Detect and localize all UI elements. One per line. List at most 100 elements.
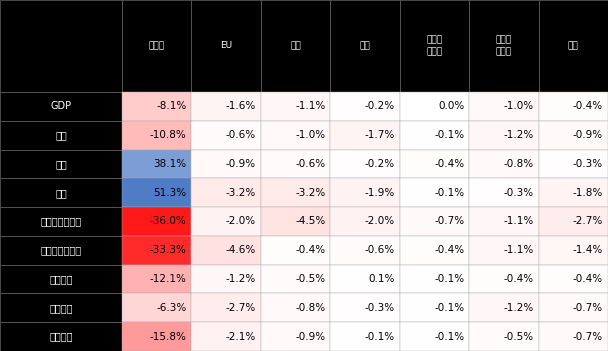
- Text: -2.7%: -2.7%: [226, 303, 256, 313]
- Text: 世界: 世界: [568, 41, 579, 51]
- Bar: [192, 92, 261, 121]
- Bar: [0, 150, 122, 178]
- Text: -3.2%: -3.2%: [295, 188, 325, 198]
- Text: ロシア: ロシア: [148, 41, 165, 51]
- Bar: [192, 322, 261, 351]
- Bar: [122, 92, 192, 121]
- Text: 物価水準: 物価水準: [49, 303, 73, 313]
- Bar: [0, 0, 122, 92]
- Text: 0.0%: 0.0%: [438, 101, 464, 111]
- Bar: [0, 207, 122, 236]
- Text: -4.6%: -4.6%: [226, 245, 256, 255]
- Text: 38.1%: 38.1%: [153, 159, 187, 169]
- Bar: [0, 92, 122, 121]
- Text: -3.2%: -3.2%: [226, 188, 256, 198]
- Text: -6.3%: -6.3%: [156, 303, 187, 313]
- Bar: [539, 293, 608, 322]
- Text: エネルギー輸出: エネルギー輸出: [41, 245, 81, 255]
- Text: 中国: 中国: [290, 41, 301, 51]
- Bar: [399, 121, 469, 150]
- Bar: [192, 0, 261, 92]
- Bar: [330, 0, 399, 92]
- Bar: [539, 322, 608, 351]
- Text: -0.7%: -0.7%: [434, 217, 464, 226]
- Text: -0.4%: -0.4%: [573, 274, 603, 284]
- Bar: [192, 150, 261, 178]
- Bar: [330, 265, 399, 293]
- Text: 貸易収支: 貸易収支: [49, 332, 73, 342]
- Bar: [330, 322, 399, 351]
- Text: -1.1%: -1.1%: [503, 217, 534, 226]
- Bar: [399, 265, 469, 293]
- Bar: [261, 92, 330, 121]
- Text: -1.9%: -1.9%: [364, 188, 395, 198]
- Bar: [399, 207, 469, 236]
- Bar: [330, 150, 399, 178]
- Text: その他
途上国: その他 途上国: [496, 35, 512, 57]
- Bar: [399, 92, 469, 121]
- Text: 投資: 投資: [55, 159, 67, 169]
- Text: -2.1%: -2.1%: [226, 332, 256, 342]
- Bar: [399, 150, 469, 178]
- Text: -0.7%: -0.7%: [573, 332, 603, 342]
- Text: -0.3%: -0.3%: [503, 188, 534, 198]
- Text: -0.1%: -0.1%: [434, 130, 464, 140]
- Text: -0.7%: -0.7%: [573, 303, 603, 313]
- Text: -0.9%: -0.9%: [295, 332, 325, 342]
- Text: -0.5%: -0.5%: [295, 274, 325, 284]
- Text: -1.2%: -1.2%: [503, 303, 534, 313]
- Bar: [330, 92, 399, 121]
- Bar: [261, 150, 330, 178]
- Text: -0.8%: -0.8%: [503, 159, 534, 169]
- Bar: [261, 322, 330, 351]
- Text: 消費: 消費: [55, 130, 67, 140]
- Text: -36.0%: -36.0%: [150, 217, 187, 226]
- Bar: [192, 236, 261, 265]
- Text: 51.3%: 51.3%: [153, 188, 187, 198]
- Bar: [539, 178, 608, 207]
- Text: -0.6%: -0.6%: [365, 245, 395, 255]
- Text: -0.4%: -0.4%: [295, 245, 325, 255]
- Bar: [469, 150, 539, 178]
- Text: -0.5%: -0.5%: [503, 332, 534, 342]
- Text: -0.2%: -0.2%: [365, 101, 395, 111]
- Bar: [539, 0, 608, 92]
- Bar: [399, 0, 469, 92]
- Text: -0.9%: -0.9%: [573, 130, 603, 140]
- Bar: [469, 178, 539, 207]
- Text: -0.4%: -0.4%: [434, 245, 464, 255]
- Text: -1.1%: -1.1%: [503, 245, 534, 255]
- Text: -1.4%: -1.4%: [573, 245, 603, 255]
- Bar: [469, 236, 539, 265]
- Text: -0.4%: -0.4%: [573, 101, 603, 111]
- Bar: [192, 265, 261, 293]
- Bar: [261, 236, 330, 265]
- Text: -0.2%: -0.2%: [365, 159, 395, 169]
- Text: -10.8%: -10.8%: [150, 130, 187, 140]
- Text: -33.3%: -33.3%: [150, 245, 187, 255]
- Bar: [399, 322, 469, 351]
- Bar: [122, 178, 192, 207]
- Text: -1.6%: -1.6%: [226, 101, 256, 111]
- Bar: [539, 121, 608, 150]
- Text: -0.8%: -0.8%: [295, 303, 325, 313]
- Bar: [399, 236, 469, 265]
- Text: -0.1%: -0.1%: [434, 274, 464, 284]
- Text: GDP: GDP: [50, 101, 72, 111]
- Text: -15.8%: -15.8%: [150, 332, 187, 342]
- Bar: [539, 92, 608, 121]
- Text: -0.3%: -0.3%: [365, 303, 395, 313]
- Bar: [330, 236, 399, 265]
- Bar: [469, 207, 539, 236]
- Text: 実質賃金: 実質賃金: [49, 274, 73, 284]
- Bar: [122, 121, 192, 150]
- Text: -2.0%: -2.0%: [365, 217, 395, 226]
- Text: -0.1%: -0.1%: [434, 188, 464, 198]
- Text: 0.1%: 0.1%: [368, 274, 395, 284]
- Bar: [122, 207, 192, 236]
- Bar: [399, 178, 469, 207]
- Bar: [261, 0, 330, 92]
- Bar: [399, 293, 469, 322]
- Bar: [122, 0, 192, 92]
- Bar: [0, 293, 122, 322]
